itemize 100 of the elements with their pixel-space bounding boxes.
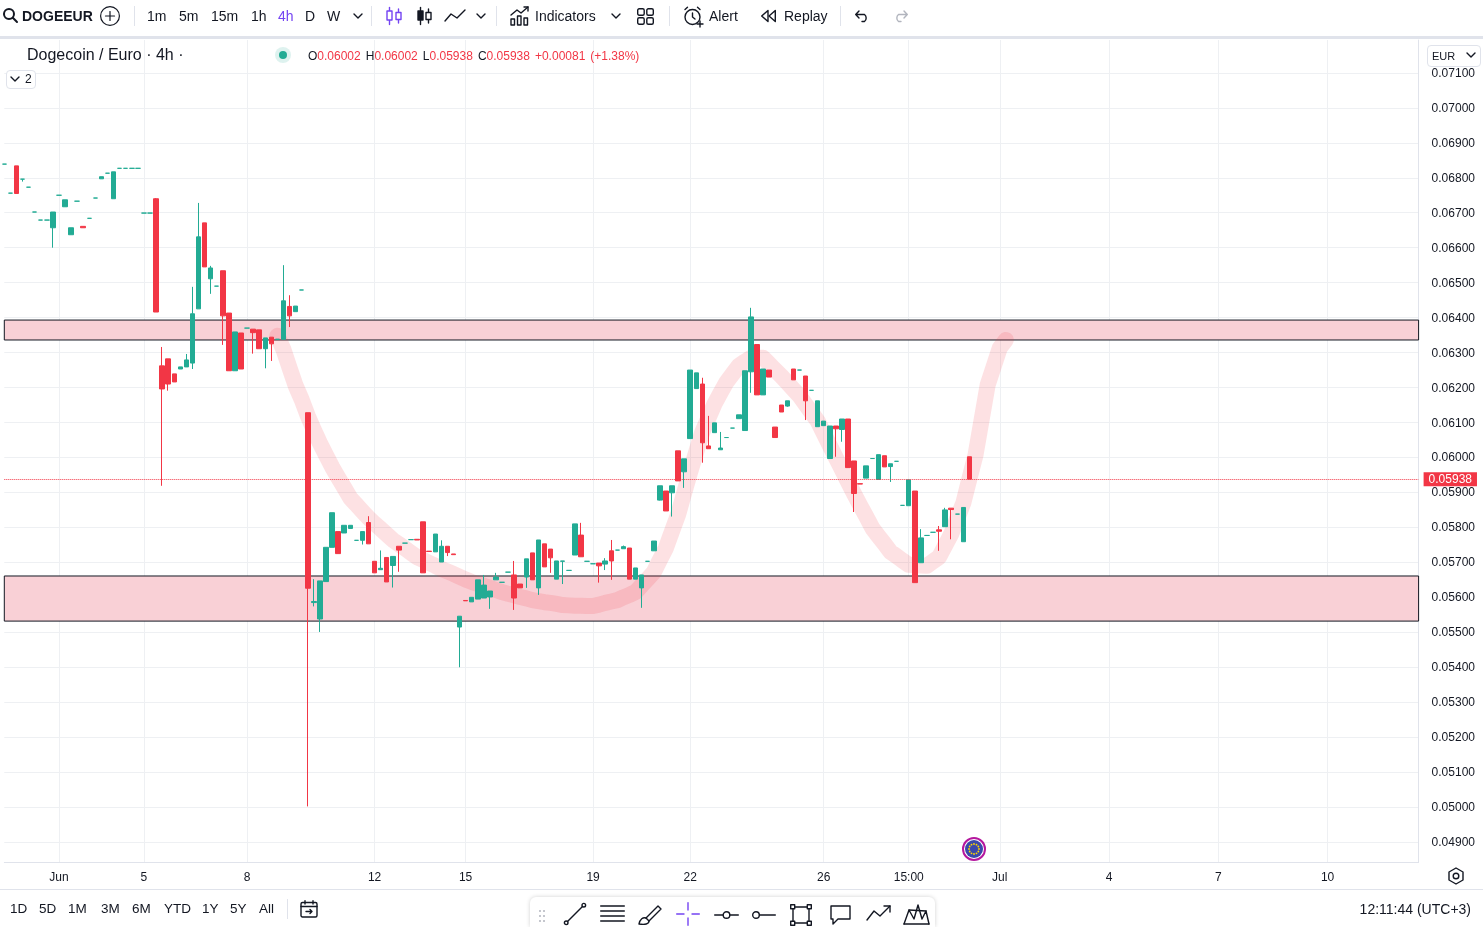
x-tick-label: 5	[140, 870, 148, 884]
candlestick	[202, 222, 207, 268]
candlestick	[493, 572, 499, 581]
candlestick	[14, 165, 19, 194]
candlestick	[663, 490, 669, 512]
y-tick-label: 0.06700	[1431, 205, 1476, 220]
candlestick	[596, 562, 602, 584]
candlestick	[766, 369, 772, 378]
y-tick-label: 0.05200	[1431, 730, 1476, 745]
candlestick	[68, 227, 74, 236]
candlestick	[80, 225, 86, 229]
candlestick	[269, 336, 274, 362]
candlestick	[839, 418, 845, 443]
candlestick	[942, 507, 948, 528]
candlestick	[335, 531, 341, 555]
candlestick	[451, 553, 456, 556]
y-tick-label: 0.05000	[1431, 800, 1476, 815]
candlestick	[99, 176, 104, 180]
candlestick	[791, 368, 796, 381]
candlestick	[651, 540, 657, 552]
candlestick	[912, 490, 918, 584]
candlestick	[263, 337, 268, 369]
candlestick	[833, 425, 839, 458]
y-tick-label: 0.05500	[1431, 625, 1476, 640]
candlestick	[779, 404, 784, 413]
x-tick-label: 26	[817, 870, 831, 884]
y-tick-label: 0.06000	[1431, 450, 1476, 465]
text: 6M	[132, 901, 151, 917]
y-tick-label: 0.05700	[1431, 555, 1476, 570]
text: YTD	[164, 901, 191, 917]
text: 5m	[179, 8, 199, 24]
text: W	[327, 8, 341, 24]
y-tick-label: 0.06100	[1431, 415, 1476, 430]
candlestick	[293, 305, 298, 313]
y-tick-label: 0.06900	[1431, 135, 1476, 150]
annotation: 2	[25, 72, 32, 87]
text: 5D	[39, 901, 57, 917]
candlestick	[232, 331, 238, 372]
y-tick-label: 0.06500	[1431, 275, 1476, 290]
y-tick-label: 0.06400	[1431, 310, 1476, 325]
candlestick	[536, 539, 541, 596]
candlestick	[524, 558, 529, 589]
candlestick	[572, 523, 578, 556]
text: 3M	[101, 901, 120, 917]
candlestick	[208, 265, 213, 295]
x-tick-label: 4	[1105, 870, 1113, 884]
candlestick	[718, 431, 723, 451]
text: 4h	[278, 8, 294, 24]
candlestick	[627, 547, 632, 580]
candlestick	[238, 332, 244, 370]
candlestick	[918, 528, 924, 564]
candlestick	[445, 545, 450, 557]
y-tick-label: 0.06200	[1431, 380, 1476, 395]
candlestick	[948, 507, 954, 540]
x-tick-label: 22	[683, 870, 698, 884]
text: O0.06002 H0.06002 L0.05938 C0.05938 +0.00081 (+1.38%)	[308, 49, 640, 63]
candlestick	[390, 555, 396, 589]
x-tick-label: Jun	[49, 870, 69, 884]
candlestick	[760, 368, 766, 396]
dropdown-button: 2	[6, 70, 36, 89]
candlestick	[882, 455, 887, 468]
candlestick	[681, 458, 687, 489]
text: Alert	[709, 8, 738, 24]
candlestick	[803, 375, 808, 421]
candlestick	[888, 463, 893, 483]
x-tick-label: 7	[1214, 870, 1222, 884]
candlestick	[621, 545, 626, 550]
candlestick	[287, 294, 292, 328]
candlestick	[785, 400, 790, 408]
candlestick	[669, 485, 675, 518]
y-tick-label: 0.05600	[1431, 590, 1476, 605]
y-tick-label: 0.04900	[1431, 835, 1476, 850]
candlestick	[62, 199, 68, 208]
candlestick	[457, 615, 462, 668]
text: All	[259, 901, 275, 917]
x-tick-label: 19	[586, 870, 601, 884]
x-tick-label: 8	[243, 870, 251, 884]
y-tick-label: 0.05800	[1431, 520, 1476, 535]
x-tick-label: 10	[1320, 870, 1335, 884]
candlestick	[863, 465, 869, 479]
text: 12:11:44 (UTC+3)	[1359, 901, 1471, 917]
text: 5Y	[230, 901, 247, 917]
y-tick-label: 0.06800	[1431, 170, 1476, 185]
text: DOGEEUR	[22, 8, 93, 24]
text: 1h	[251, 8, 267, 24]
candlestick	[712, 422, 717, 434]
y-tick-label: 0.05300	[1431, 695, 1476, 710]
y-tick-label: 0.07000	[1431, 100, 1476, 115]
x-tick-label: Jul	[992, 870, 1008, 884]
text: 15m	[211, 8, 239, 24]
ref-line-label: 0.05938	[1428, 472, 1473, 487]
y-tick-label: 0.06600	[1431, 240, 1476, 255]
y-tick-label: 0.05400	[1431, 660, 1476, 675]
dropdown-button: EUR	[1427, 45, 1481, 67]
candlestick	[153, 197, 159, 313]
text: 1m	[147, 8, 167, 24]
text: 1D	[10, 901, 28, 917]
candlestick	[754, 344, 760, 396]
candlestick	[700, 377, 705, 464]
y-tick-label: 0.05900	[1431, 485, 1476, 500]
